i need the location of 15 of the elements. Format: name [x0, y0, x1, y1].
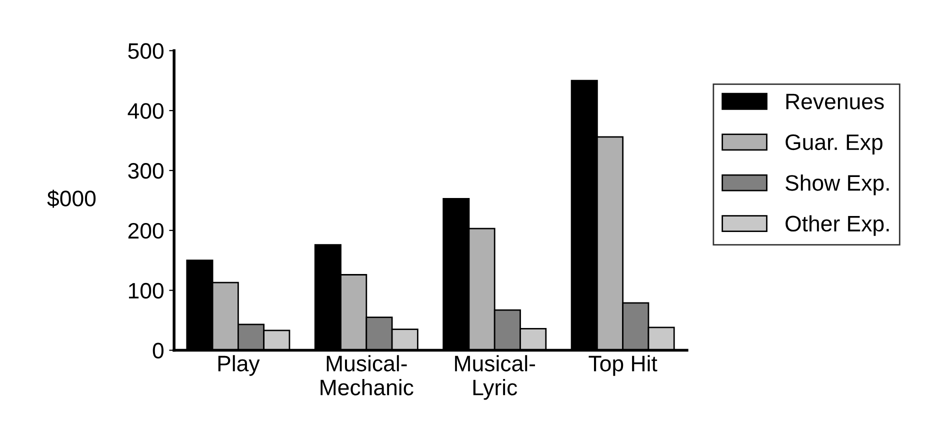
legend-label: Show Exp. [786, 174, 889, 196]
x-tick-label: Musical- Mechanic [320, 355, 414, 396]
legend-label: Other Exp. [786, 215, 889, 236]
y-tick-label: 300 [128, 163, 164, 179]
x-tick-label: Musical- Lyric [455, 355, 535, 400]
y-tick-label: 400 [128, 103, 164, 119]
x-tick-label: Top Hit [588, 355, 658, 376]
y-tick-label: 0 [152, 342, 164, 359]
legend-label: Revenues [786, 94, 884, 110]
legend-label: Guar. Exp [786, 134, 882, 154]
y-tick-label: 500 [128, 43, 164, 59]
y-tick-label: 200 [128, 222, 164, 239]
y-tick-label: 100 [128, 282, 164, 299]
x-tick-label: Play [218, 355, 260, 376]
y-axis-title: $000 [47, 190, 96, 208]
